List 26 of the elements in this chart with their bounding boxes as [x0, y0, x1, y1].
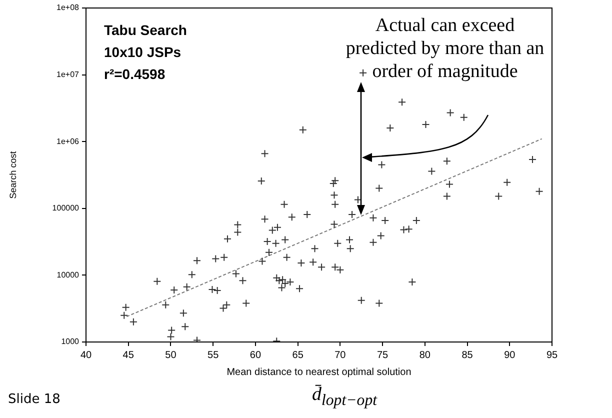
annotation: Tabu Search: [104, 22, 187, 38]
x-tick-label: 80: [419, 350, 431, 361]
x-tick-label: 70: [334, 350, 346, 361]
annotation: r²=0.4598: [104, 66, 166, 82]
text: Slide 18: [8, 392, 60, 407]
annotation: 10x10 JSPs: [104, 44, 182, 60]
annotation: Actual can exceed predicted by more than an order of magnitude: [344, 14, 546, 83]
x-tick-label: 50: [165, 350, 177, 361]
x-tick-label: 40: [80, 350, 92, 361]
x-tick-label: 85: [462, 350, 474, 361]
y-tick-label: 100000: [52, 204, 80, 213]
y-tick-label: 1000: [61, 337, 80, 346]
x-tick-label: 55: [208, 350, 220, 361]
x-axis-title: Mean distance to nearest optimal solution: [226, 366, 412, 378]
x-tick-label: 65: [292, 350, 304, 361]
y-tick-label: 1e+06: [56, 136, 80, 146]
x-tick-label: 60: [250, 350, 262, 361]
y-tick-label: 1e+07: [56, 70, 80, 80]
x-tick-label: 90: [504, 350, 516, 361]
text: d̄$_{lopt−opt}$: [312, 384, 378, 410]
y-tick-label: 1e+08: [56, 3, 80, 12]
x-tick-label: 95: [546, 350, 558, 361]
y-tick-label: 10000: [56, 270, 80, 280]
x-tick-label: 45: [122, 350, 134, 361]
x-tick-label: 75: [376, 350, 389, 361]
y-axis-title: Search cost: [8, 150, 18, 199]
